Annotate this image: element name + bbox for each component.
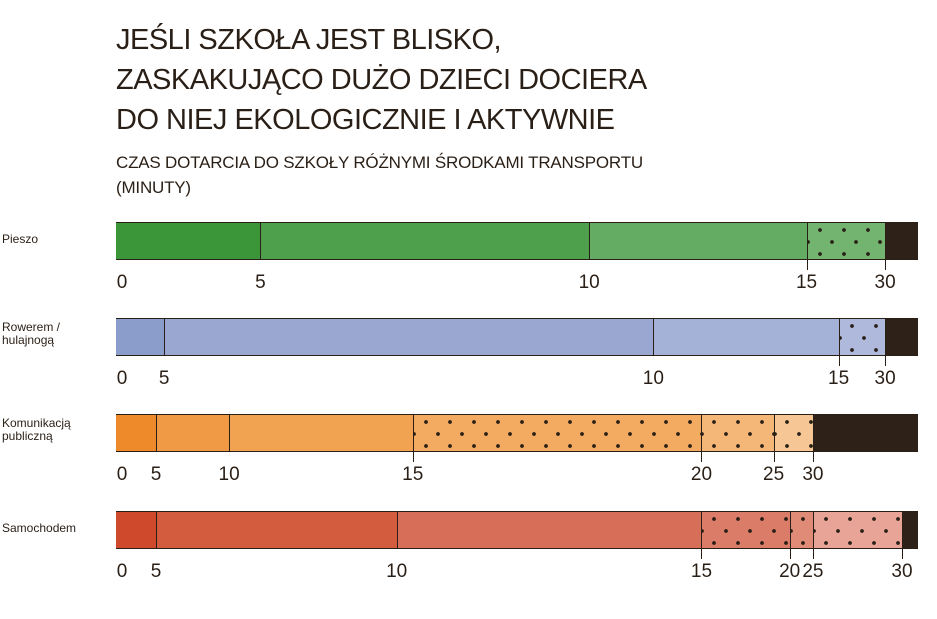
bar-segment-10-15 — [396, 512, 702, 548]
bar-segment->30 — [885, 319, 918, 355]
tick-line — [701, 452, 703, 462]
tick-label: 15 — [690, 561, 713, 582]
tick-label: 10 — [578, 272, 600, 293]
tick-label: 0 — [116, 272, 128, 293]
stacked-bar — [116, 414, 918, 452]
bar-segment-10-15 — [653, 319, 839, 355]
bar-segment-0-5 — [116, 512, 157, 548]
tick-label: 25 — [802, 561, 824, 582]
tick-line — [812, 549, 814, 559]
row-label: Pieszo — [2, 232, 39, 246]
bar-segment-25-30 — [812, 512, 902, 548]
bar-segment-0-5 — [116, 223, 261, 259]
tick-label: 30 — [874, 272, 896, 293]
tick-line — [806, 260, 808, 270]
tick-line — [412, 452, 414, 462]
tick-line — [901, 549, 903, 559]
tick-label: 5 — [150, 464, 162, 485]
bar-segment-5-10 — [156, 512, 397, 548]
tick-line — [885, 260, 887, 270]
tick-label: 0 — [116, 561, 128, 582]
tick-line — [885, 356, 887, 366]
tick-line — [701, 549, 703, 559]
stacked-bar — [116, 318, 918, 356]
bar-segment-15-20 — [412, 415, 702, 451]
tick-line — [838, 356, 840, 366]
stacked-bar — [116, 511, 918, 549]
tick-label: 20 — [690, 464, 713, 485]
bar-segment->30 — [885, 223, 918, 259]
title-line: DO NIEJ EKOLOGICZNIE I AKTYWNIE — [116, 104, 615, 136]
tick-label: 0 — [116, 464, 128, 485]
tick-label: 5 — [255, 272, 266, 293]
chart-title: JEŚLI SZKOŁA JEST BLISKO, ZASKAKUJĄCO DU… — [116, 20, 647, 140]
bar-segment-20-25 — [789, 512, 813, 548]
tick-label: 5 — [158, 368, 170, 389]
tick-label: 30 — [874, 368, 896, 389]
bar-segment-0-5 — [116, 319, 165, 355]
tick-label: 30 — [802, 464, 824, 485]
tick-label: 15 — [402, 464, 424, 485]
tick-line — [773, 452, 775, 462]
tick-label: 30 — [891, 561, 913, 582]
tick-label: 15 — [795, 272, 818, 293]
row-label: Komunikacją publiczną — [2, 416, 71, 443]
bar-segment-0-5 — [116, 415, 157, 451]
chart-subtitle: CZAS DOTARCIA DO SZKOŁY RÓŻNYMI ŚRODKAMI… — [116, 150, 816, 200]
stacked-bar — [116, 222, 918, 260]
subtitle-line: (MINUTY) — [116, 178, 191, 197]
tick-line — [789, 549, 791, 559]
bar-segment-5-10 — [260, 223, 590, 259]
tick-line — [812, 452, 814, 462]
bar-segment-15-20 — [701, 512, 790, 548]
tick-label: 0 — [116, 368, 128, 389]
tick-label: 20 — [779, 561, 801, 582]
tick-label: 10 — [386, 561, 408, 582]
title-line: JEŚLI SZKOŁA JEST BLISKO, — [116, 24, 502, 56]
tick-label: 15 — [828, 368, 850, 389]
bar-segment-5-10 — [164, 319, 654, 355]
row-label: Samochodem — [2, 521, 77, 535]
bar-segment-15-30 — [838, 319, 886, 355]
bar-segment->30 — [901, 512, 918, 548]
bar-segment-25-30 — [773, 415, 813, 451]
bar-segment-10-15 — [589, 223, 807, 259]
tick-label: 10 — [642, 368, 664, 389]
bar-segment-15-30 — [806, 223, 886, 259]
row-label: Rowerem / hulajnogą — [2, 320, 61, 347]
tick-label: 25 — [763, 464, 785, 485]
title-line: ZASKAKUJĄCO DUŻO DZIECI DOCIERA — [116, 64, 647, 96]
tick-label: 5 — [150, 561, 162, 582]
bar-segment-5-10 — [156, 415, 230, 451]
bar-segment-20-25 — [701, 415, 774, 451]
bar-segment-10-15 — [229, 415, 413, 451]
subtitle-line: CZAS DOTARCIA DO SZKOŁY RÓŻNYMI ŚRODKAMI… — [116, 153, 643, 172]
bar-segment->30 — [812, 415, 918, 451]
tick-label: 10 — [218, 464, 240, 485]
